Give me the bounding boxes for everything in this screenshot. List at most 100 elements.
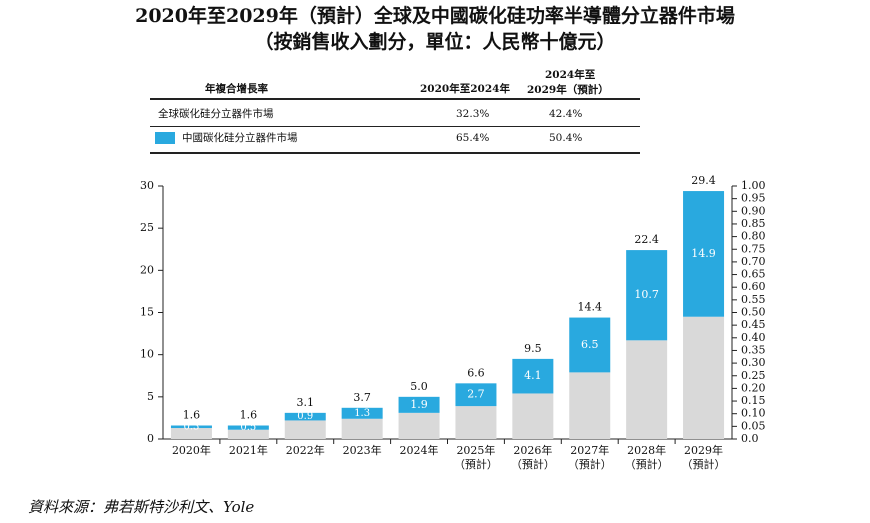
y-tick-label-left: 10 — [140, 348, 154, 361]
bar-segment-rest — [683, 316, 725, 439]
y-tick-label-right: 0.30 — [741, 356, 766, 369]
chart-title: 2020年至2029年（預計）全球及中國碳化硅功率半導體分立器件市場 — [135, 5, 735, 27]
source-note: 資料來源：弗若斯特沙利文、Yole — [28, 498, 255, 516]
bar-segment-rest — [626, 340, 668, 439]
y-tick-label-right: 0.0 — [741, 432, 759, 445]
y-tick-label-right: 0.95 — [741, 192, 766, 205]
bar-label-china: 0.5 — [240, 422, 256, 433]
x-tick-label-sub: （預計） — [682, 457, 726, 471]
x-tick-label: 2024年 — [400, 443, 439, 457]
y-tick-label-left: 5 — [147, 390, 154, 403]
bar-label-total: 3.7 — [353, 391, 371, 404]
x-tick-label: 2028年 — [627, 443, 666, 457]
table-row-china-label: 中國碳化硅分立器件市場 — [182, 132, 298, 144]
bar-segment-china — [683, 191, 725, 317]
y-tick-label-right: 0.10 — [741, 407, 766, 420]
x-tick-label: 2029年 — [684, 443, 723, 457]
y-tick-label-right: 0.85 — [741, 217, 766, 230]
x-tick-label: 2023年 — [343, 443, 382, 457]
bar-segment-rest — [341, 418, 383, 439]
bar-segment-rest — [455, 406, 497, 439]
bar-segment-china — [227, 425, 269, 430]
y-tick-label-left: 20 — [140, 263, 154, 276]
y-tick-label-right: 0.15 — [741, 394, 766, 407]
bar-label-total: 3.1 — [297, 396, 315, 409]
y-tick-label-right: 0.90 — [741, 204, 766, 217]
x-tick-label: 2025年 — [456, 443, 495, 457]
table-row-china-v1: 65.4% — [456, 132, 490, 144]
table-header-col1: 2020年至2024年 — [420, 83, 510, 95]
bar-label-china: 1.9 — [410, 398, 428, 411]
y-tick-label-right: 0.45 — [741, 318, 766, 331]
y-tick-label-right: 0.55 — [741, 293, 766, 306]
x-tick-label: 2027年 — [570, 443, 609, 457]
bar-segment-rest — [284, 420, 326, 439]
table-rule-bottom — [150, 152, 640, 154]
bar-segment-rest — [512, 393, 554, 439]
bar-label-china: 2.7 — [467, 388, 485, 401]
y-tick-label-right: 0.75 — [741, 242, 766, 255]
bar-segment-rest — [398, 412, 440, 439]
y-tick-label-right: 0.40 — [741, 331, 766, 344]
y-tick-label-right: 0.50 — [741, 306, 766, 319]
bar-segment-china — [626, 250, 668, 341]
y-tick-label-right: 0.35 — [741, 343, 766, 356]
table-row-global-v2: 42.4% — [549, 108, 583, 120]
x-tick-label-sub: （預計） — [454, 457, 498, 471]
y-tick-label-left: 25 — [140, 221, 154, 234]
bar-label-china: 1.3 — [354, 408, 370, 419]
y-tick-label-left: 15 — [140, 306, 154, 319]
x-tick-label: 2022年 — [286, 443, 325, 457]
bar-segment-china — [170, 425, 212, 429]
x-tick-label-sub: （預計） — [625, 457, 669, 471]
bar-label-china: 14.9 — [691, 247, 716, 260]
y-tick-label-right: 0.70 — [741, 255, 766, 268]
y-tick-label-right: 0.20 — [741, 381, 766, 394]
table-rule-top — [150, 98, 640, 100]
x-tick-label: 2026年 — [513, 443, 552, 457]
y-tick-label-right: 0.60 — [741, 280, 766, 293]
bar-segment-china — [341, 407, 383, 419]
bar-label-total: 1.6 — [183, 409, 201, 422]
bar-label-total: 1.6 — [240, 409, 258, 422]
bar-label-china: 0.3 — [183, 421, 199, 432]
table-rule-middle — [150, 126, 640, 127]
table-header-col2-line2: 2029年（預計） — [527, 84, 609, 96]
bar-label-total: 29.4 — [691, 174, 716, 187]
y-tick-label-right: 0.65 — [741, 268, 766, 281]
table-header-col2-line1: 2024年至 — [545, 69, 596, 81]
bar-segment-rest — [227, 429, 269, 439]
bar-label-total: 22.4 — [634, 233, 659, 246]
y-tick-label-left: 30 — [140, 179, 154, 192]
bar-segment-rest — [569, 372, 611, 439]
y-tick-label-right: 0.80 — [741, 230, 766, 243]
y-tick-label-right: 1.00 — [741, 179, 766, 192]
bar-segment-china — [569, 317, 611, 373]
bar-label-china: 0.9 — [297, 411, 313, 422]
bar-label-china: 10.7 — [634, 288, 659, 301]
bar-segment-china — [512, 358, 554, 394]
table-row-china-v2: 50.4% — [549, 132, 583, 144]
x-tick-label-sub: （預計） — [511, 457, 555, 471]
y-tick-label-right: 0.25 — [741, 369, 766, 382]
bar-label-total: 14.4 — [578, 301, 603, 314]
bar-segment-china — [284, 412, 326, 421]
bar-label-total: 9.5 — [524, 342, 542, 355]
bar-label-total: 5.0 — [410, 380, 428, 393]
table-header-label: 年複合增長率 — [205, 83, 268, 95]
bar-label-china: 6.5 — [581, 338, 599, 351]
bar-label-total: 6.6 — [467, 366, 485, 379]
legend-china-swatch — [155, 132, 175, 144]
x-tick-label: 2021年 — [229, 443, 268, 457]
y-tick-label-left: 0 — [147, 432, 154, 445]
bar-segment-china — [455, 383, 497, 407]
bar-label-china: 4.1 — [524, 369, 542, 382]
bar-segment-rest — [170, 428, 212, 439]
table-row-global-v1: 32.3% — [456, 108, 490, 120]
bar-segment-china — [398, 396, 440, 413]
x-tick-label-sub: （預計） — [568, 457, 612, 471]
x-tick-label: 2020年 — [172, 443, 211, 457]
table-row-global-label: 全球碳化硅分立器件市場 — [158, 108, 274, 120]
chart-subtitle: （按銷售收入劃分，單位：人民幣十億元） — [254, 31, 616, 53]
